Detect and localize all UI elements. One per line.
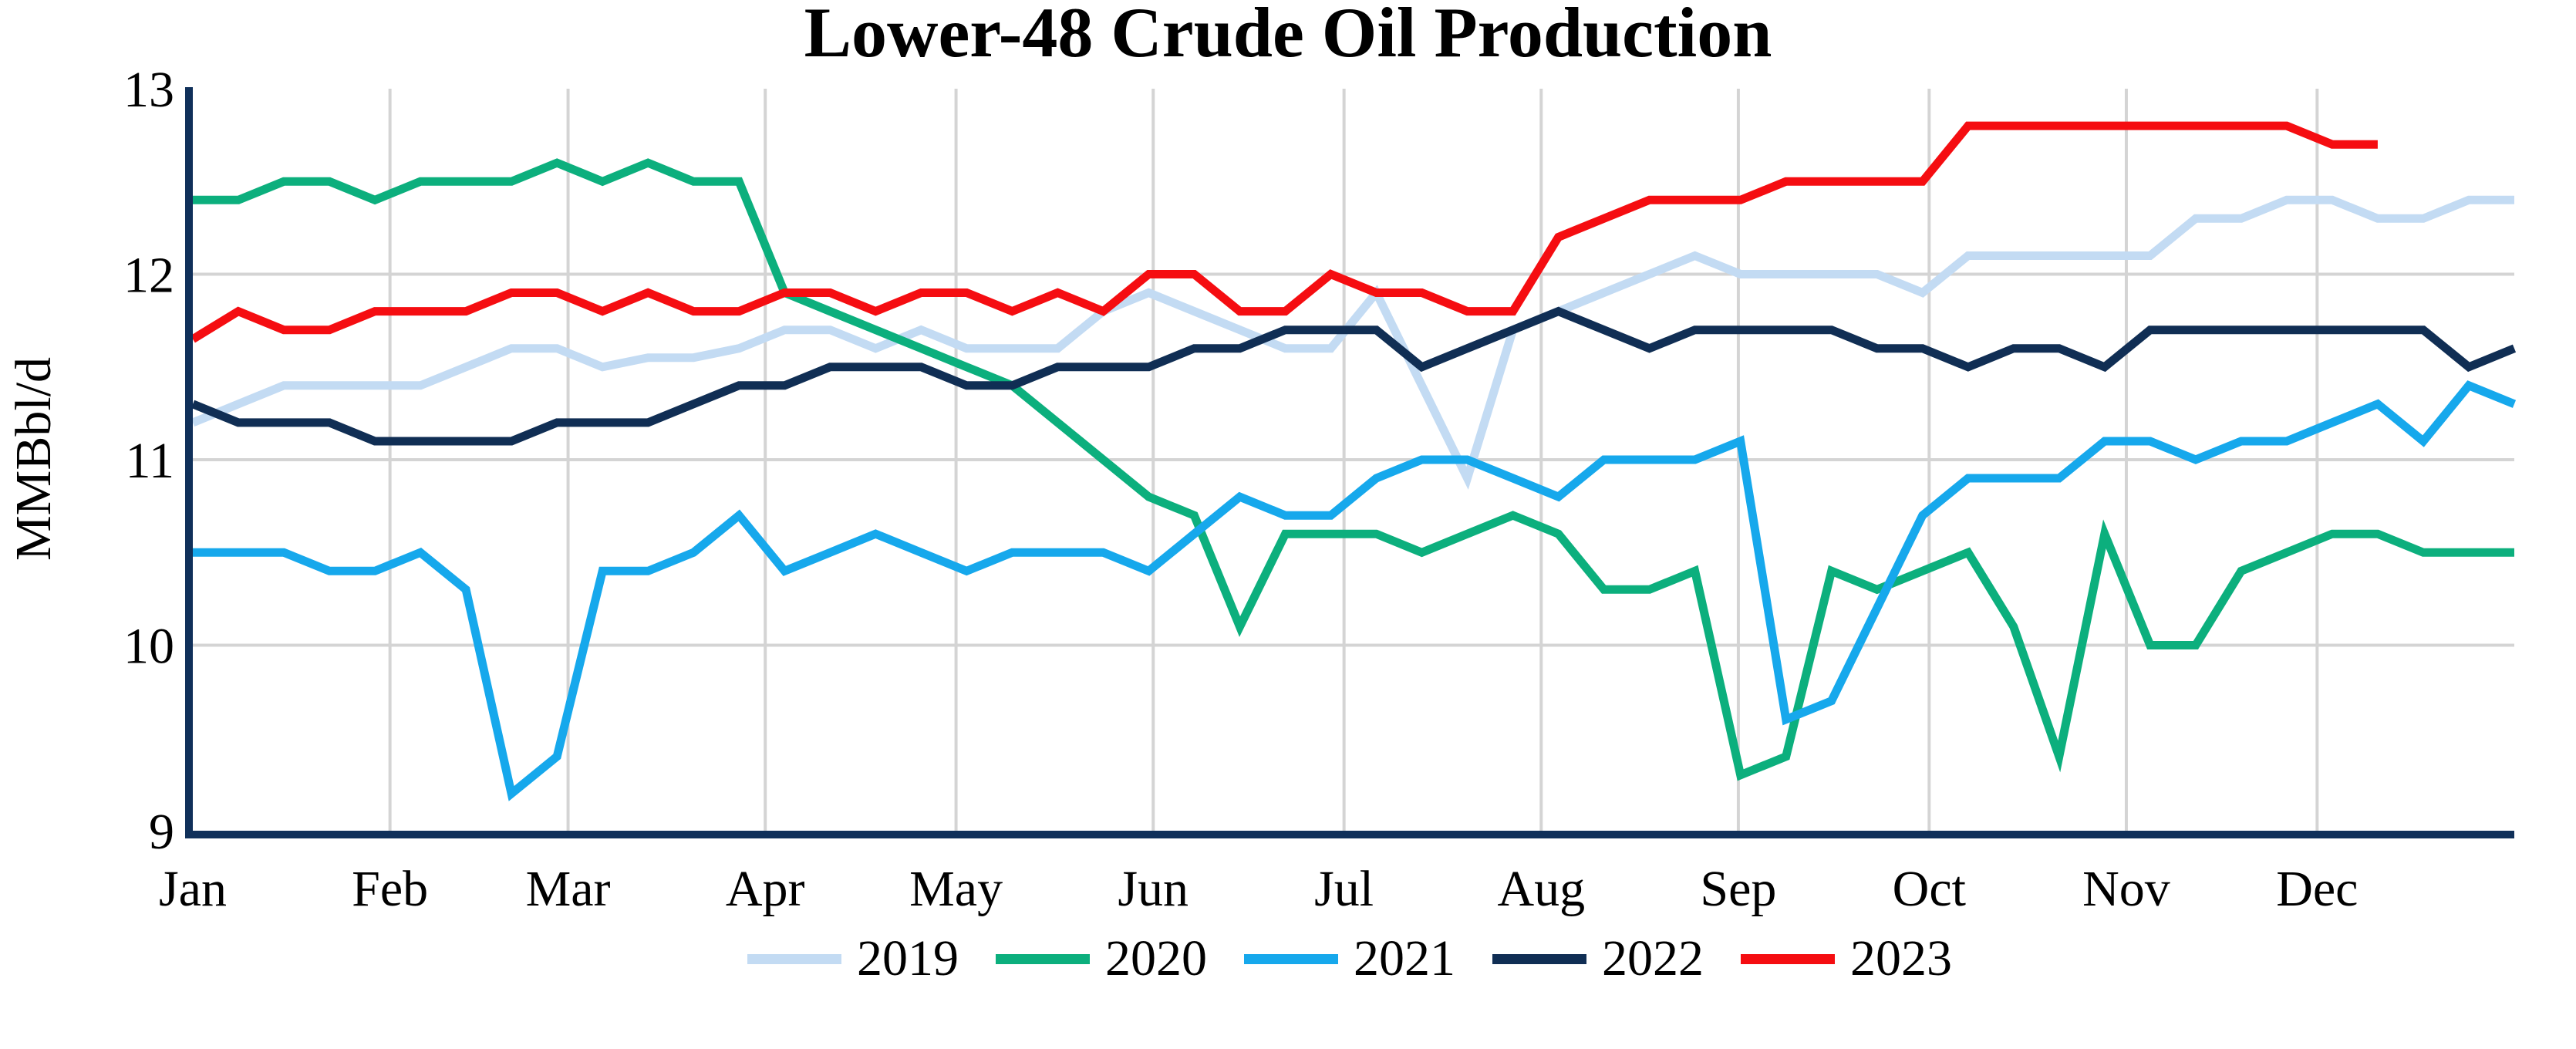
legend-swatch-2019 xyxy=(747,953,841,964)
x-tick-Aug: Aug xyxy=(1497,861,1585,917)
legend-label-2022: 2022 xyxy=(1602,930,1704,987)
series-line-2020 xyxy=(193,158,2514,781)
series-line-2022 xyxy=(191,306,2517,446)
y-tick-9: 9 xyxy=(149,804,174,860)
legend-item-2023: 2023 xyxy=(1741,933,1952,984)
legend: 2019 2020 2021 2022 2023 xyxy=(747,933,1952,984)
legend-item-2020: 2020 xyxy=(996,933,1207,984)
x-tick-Sep: Sep xyxy=(1700,861,1776,917)
legend-label-2021: 2021 xyxy=(1354,930,1455,987)
y-tick-13: 13 xyxy=(123,62,174,118)
x-tick-Jan: Jan xyxy=(159,861,227,917)
legend-item-2022: 2022 xyxy=(1492,933,1704,984)
legend-item-2021: 2021 xyxy=(1244,933,1455,984)
legend-swatch-2022 xyxy=(1492,953,1586,964)
y-tick-11: 11 xyxy=(125,433,174,489)
legend-swatch-2020 xyxy=(996,953,1090,964)
legend-item-2019: 2019 xyxy=(747,933,959,984)
legend-label-2020: 2020 xyxy=(1105,930,1207,987)
x-tick-Jun: Jun xyxy=(1118,861,1189,917)
series-line-2021 xyxy=(193,380,2517,801)
legend-swatch-2023 xyxy=(1741,953,1835,964)
x-tick-Dec: Dec xyxy=(2276,861,2358,917)
x-tick-Apr: Apr xyxy=(726,861,805,917)
x-tick-Feb: Feb xyxy=(352,861,428,917)
x-tick-Nov: Nov xyxy=(2082,861,2170,917)
y-tick-10: 10 xyxy=(123,619,174,675)
y-tick-12: 12 xyxy=(123,248,174,304)
legend-swatch-2021 xyxy=(1244,953,1338,964)
legend-label-2019: 2019 xyxy=(857,930,959,987)
x-tick-Mar: Mar xyxy=(526,861,611,917)
series-line-2023 xyxy=(191,121,2378,343)
x-tick-May: May xyxy=(909,861,1003,917)
x-tick-Oct: Oct xyxy=(1893,861,1966,917)
legend-label-2023: 2023 xyxy=(1850,930,1952,987)
series-line-2019 xyxy=(191,195,2514,490)
chart-title: Lower-48 Crude Oil Production xyxy=(804,0,1772,72)
x-tick-Jul: Jul xyxy=(1314,861,1374,917)
